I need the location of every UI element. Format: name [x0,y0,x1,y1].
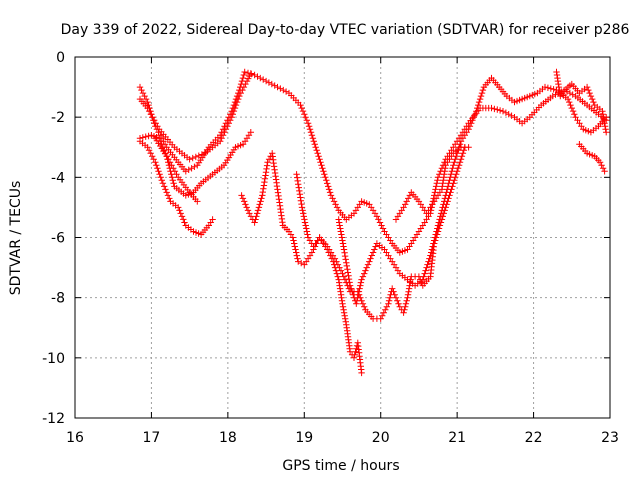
x-tick-label: 20 [372,430,390,446]
y-tick-label: 0 [56,50,65,66]
series-track-11 [576,141,608,175]
tick-labels: 16 17 18 19 20 21 22 23 0 -2 -4 -6 -8 -10 -12 [42,50,619,446]
data-series [136,68,610,377]
x-tick-label: 16 [66,430,84,446]
x-axis-label: GPS time / hours [282,458,399,474]
series-track-4 [136,138,216,238]
x-tick-label: 22 [525,430,543,446]
data-point-markers [392,144,472,223]
series-track-10 [553,68,610,136]
series-track-9 [392,144,472,223]
series-track-7 [293,171,365,377]
y-tick-label: -8 [51,291,65,307]
data-point-markers [335,74,610,307]
data-point-markers [553,68,610,136]
x-tick-label: 23 [601,430,619,446]
y-tick-label: -2 [51,110,65,126]
series-track-8 [335,74,610,307]
plot-frame [74,56,611,419]
series-track-2 [136,70,254,163]
data-point-markers [152,135,201,205]
y-tick-label: -6 [51,231,65,247]
y-tick-label: -12 [42,411,65,427]
data-point-markers [293,171,365,377]
data-point-markers [576,141,608,175]
y-axis-label: SDTVAR / TECUs [8,181,24,296]
data-point-markers [136,138,216,238]
series-track-5 [152,135,201,205]
x-tick-label: 17 [143,430,161,446]
chart-title: Day 339 of 2022, Sidereal Day-to-day VTE… [61,22,630,38]
x-tick-label: 18 [219,430,237,446]
y-tick-label: -10 [42,351,65,367]
y-tick-label: -4 [51,170,65,186]
x-tick-label: 19 [295,430,313,446]
x-tick-label: 21 [448,430,466,446]
data-point-markers [136,70,254,163]
